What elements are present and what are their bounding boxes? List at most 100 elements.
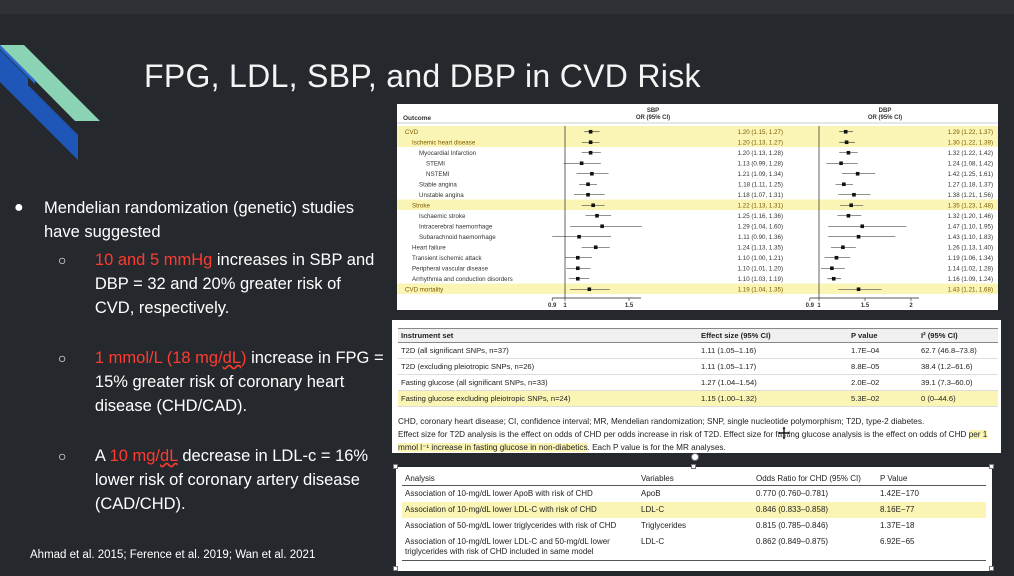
- dbp-or-value: 1.30 (1.22, 1.39): [948, 140, 993, 147]
- forest-plot-image[interactable]: Outcome SBP OR (95% CI) DBP OR (95% CI) CVD 1.…: [397, 104, 998, 310]
- outcome-label: Peripheral vascular disease: [412, 266, 489, 273]
- sbp-or-value: 1.20 (1.13, 1.28): [738, 150, 783, 157]
- resize-handle[interactable]: [393, 566, 398, 571]
- sbp-or-value: 1.13 (0.99, 1.28): [738, 161, 783, 168]
- table-cell: 1.11 (1.05–1.16): [698, 342, 848, 359]
- highlight-band: [397, 126, 998, 137]
- ldl-table-body: Association of 10-mg/dL lower ApoB with …: [402, 486, 986, 561]
- table-cell: 8.8E–05: [848, 358, 918, 375]
- sbp-point-mark: [576, 276, 580, 281]
- instrument-table-image[interactable]: Instrument set Effect size (95% CI) P va…: [392, 320, 1001, 453]
- ldl-table-image[interactable]: Analysis Variables Odds Ratio for CHD (9…: [396, 467, 992, 571]
- outcome-label: Ischaemic stroke: [419, 213, 466, 220]
- dbp-point-mark: [855, 171, 860, 176]
- table-cell: 0.846 (0.833–0.858): [753, 502, 877, 518]
- table-cell: 0.862 (0.849–0.875): [753, 534, 877, 561]
- table-cell: LDL-C: [638, 534, 753, 561]
- table-row: Association of 10-mg/dL lower LDL-C with…: [402, 502, 986, 518]
- table-cell: 1.11 (1.05–1.17): [698, 358, 848, 375]
- red-highlight-text: 1 mmol/L (18 mg/: [94, 349, 223, 367]
- table-cell: 1.42E−170: [880, 489, 919, 498]
- table-cell: T2D (all significant SNPs, n=37): [398, 342, 698, 359]
- outcome-label: CVD mortality: [405, 287, 444, 294]
- sbp-point-mark: [576, 266, 580, 271]
- dbp-axis-tick-label: 1: [817, 303, 821, 309]
- dbp-point-mark: [842, 182, 846, 187]
- sbp-point-mark: [577, 234, 581, 239]
- dbp-point-mark: [844, 140, 849, 145]
- table-cell: 0.815 (0.785–0.846): [756, 521, 829, 530]
- sub-bullet-ldl: ○ A 10 mg/dL decrease in LDL-c = 16% low…: [58, 444, 384, 516]
- header-variables: Variables: [638, 473, 753, 486]
- resize-handle[interactable]: [393, 464, 398, 469]
- dbp-or-value: 1.32 (1.20, 1.46): [948, 213, 993, 220]
- instrument-table: Instrument set Effect size (95% CI) P va…: [398, 328, 998, 407]
- dbp-point-mark: [834, 255, 839, 260]
- dbp-point-mark: [846, 150, 851, 155]
- slide-title: FPG, LDL, SBP, and DBP in CVD Risk: [144, 58, 701, 94]
- table-row: Association of 10-mg/dL lower ApoB with …: [402, 486, 986, 503]
- sbp-or-value: 1.20 (1.15, 1.27): [738, 129, 783, 136]
- plain-text: increases in SBP and DBP = 32 and 20% gr…: [94, 251, 375, 317]
- dbp-point-mark: [856, 234, 861, 239]
- table-cell: Association of 10-mg/dL lower ApoB with …: [405, 489, 593, 498]
- bullet-dot-icon: ●: [14, 199, 24, 216]
- sbp-point-mark: [595, 213, 599, 218]
- table-cell: Association of 10-mg/dL lower LDL-C and …: [402, 534, 638, 561]
- highlight-band: [397, 199, 998, 210]
- dbp-or-value: 1.43 (1.10, 1.83): [948, 234, 993, 241]
- top-bar: [0, 0, 1014, 14]
- sbp-or-value: 1.29 (1.04, 1.60): [738, 224, 783, 231]
- table-cell: LDL-C: [638, 502, 753, 518]
- sbp-or-value: 1.19 (1.04, 1.35): [738, 287, 783, 294]
- table-cell: Association of 10-mg/dL lower LDL-C with…: [402, 502, 638, 518]
- outcome-label: STEMI: [426, 161, 445, 168]
- sbp-axis-tick-label: 1: [563, 303, 567, 309]
- table-row: Fasting glucose (all significant SNPs, n…: [398, 374, 998, 391]
- sub-bullet-circle-icon: ○: [58, 252, 67, 268]
- dbp-point-mark: [852, 192, 856, 197]
- table-cell: 1.37E−18: [880, 521, 915, 530]
- table-row: T2D (excluding pleiotropic SNPs, n=26) 1.…: [398, 358, 998, 375]
- dbp-or-value: 1.24 (1.08, 1.42): [948, 161, 993, 168]
- dbp-point-mark: [843, 129, 848, 134]
- sbp-or-value: 1.21 (1.09, 1.34): [738, 171, 783, 178]
- sbp-point-mark: [588, 150, 593, 155]
- table-cell: T2D (excluding pleiotropic SNPs, n=26): [398, 358, 698, 375]
- sbp-axis-tick-label: 0.9: [548, 303, 557, 309]
- dbp-or-value: 1.14 (1.02, 1.28): [948, 266, 993, 273]
- dbp-point-mark: [831, 276, 836, 281]
- outcome-label: Unstable angina: [419, 192, 464, 199]
- instrument-table-body: T2D (all significant SNPs, n=37) 1.11 (1.…: [398, 342, 998, 407]
- table-header-row: Instrument set Effect size (95% CI) P va…: [398, 328, 998, 343]
- resize-handle[interactable]: [989, 566, 994, 571]
- caption-text: Effect size for T2D analysis is the effe…: [398, 430, 969, 439]
- dbp-header: DBP: [879, 108, 892, 114]
- table-cell: Fasting glucose (all significant SNPs, n…: [398, 374, 698, 391]
- table-row: Association of 10-mg/dL lower LDL-C and …: [402, 534, 986, 561]
- dbp-or-value: 1.27 (1.18, 1.37): [948, 182, 993, 189]
- table-cell: 0 (0–44.6): [918, 390, 998, 407]
- sbp-point-mark: [576, 255, 580, 260]
- sbp-or-value: 1.10 (1.03, 1.19): [738, 276, 783, 283]
- dbp-axis-tick-label: 1.5: [861, 303, 870, 309]
- sbp-point-mark: [591, 203, 595, 208]
- rotate-handle-icon[interactable]: [690, 452, 700, 462]
- table-cell: 2.0E–02: [848, 374, 918, 391]
- header-analysis: Analysis: [402, 473, 638, 486]
- sub-bullet-text: A 10 mg/dL decrease in LDL-c = 16% lower…: [95, 444, 384, 516]
- outcome-label: Arrhythmia and conduction disorders: [412, 276, 513, 283]
- outcome-label: Stable angina: [419, 182, 457, 189]
- dbp-or-value: 1.47 (1.10, 1.95): [948, 224, 993, 231]
- sbp-or-value: 1.10 (1.01, 1.20): [738, 266, 783, 273]
- table-row: Fasting glucose excluding pleiotropic SN…: [398, 390, 998, 407]
- sub-bullet-text: 1 mmol/L (18 mg/dL) increase in FPG = 15…: [95, 346, 384, 418]
- table-cell: 8.16E−77: [877, 502, 986, 518]
- outcome-label: Ischemic heart disease: [412, 140, 476, 147]
- resize-handle[interactable]: [989, 464, 994, 469]
- resize-handle[interactable]: [691, 464, 696, 469]
- highlight-band: [397, 283, 998, 294]
- sbp-header: SBP: [647, 108, 659, 114]
- plain-text: increase in FPG = 15% greater risk of co…: [94, 349, 384, 415]
- dbp-or-value: 1.19 (1.06, 1.34): [948, 255, 993, 262]
